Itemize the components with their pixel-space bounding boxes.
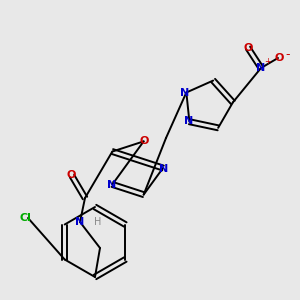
Text: N: N [184,116,193,126]
Text: H: H [94,217,102,227]
Text: O: O [140,136,149,146]
Text: O: O [66,170,76,180]
Text: N: N [180,88,189,98]
Text: N: N [256,63,266,73]
Text: -: - [286,49,290,62]
Text: Cl: Cl [19,213,31,223]
Text: N: N [159,164,169,174]
Text: +: + [265,58,272,67]
Text: N: N [107,181,116,190]
Text: O: O [274,53,284,63]
Text: O: O [243,43,253,53]
Text: N: N [75,217,85,227]
